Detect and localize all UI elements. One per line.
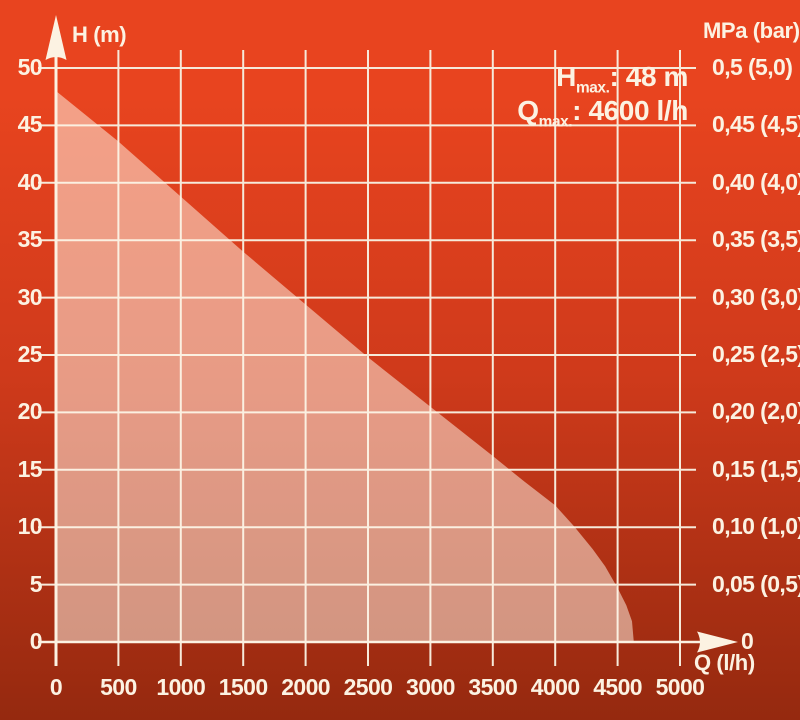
hmax-subscript: max. bbox=[575, 79, 610, 97]
y-axis-arrow-icon bbox=[45, 15, 67, 60]
hmax-value: : 48 m bbox=[609, 61, 688, 92]
max-ratings-annotation: Hmax.: 48 m Qmax.: 4600 l/h bbox=[517, 60, 688, 131]
qmax-subscript: max. bbox=[538, 113, 573, 131]
hmax-line: Hmax.: 48 m bbox=[517, 60, 688, 97]
qmax-symbol: Q bbox=[517, 95, 539, 126]
qmax-line: Qmax.: 4600 l/h bbox=[517, 94, 688, 131]
performance-area bbox=[56, 91, 634, 642]
hmax-symbol: H bbox=[556, 61, 576, 92]
x-axis-arrow-icon bbox=[697, 631, 738, 653]
qmax-value: : 4600 l/h bbox=[572, 95, 688, 126]
